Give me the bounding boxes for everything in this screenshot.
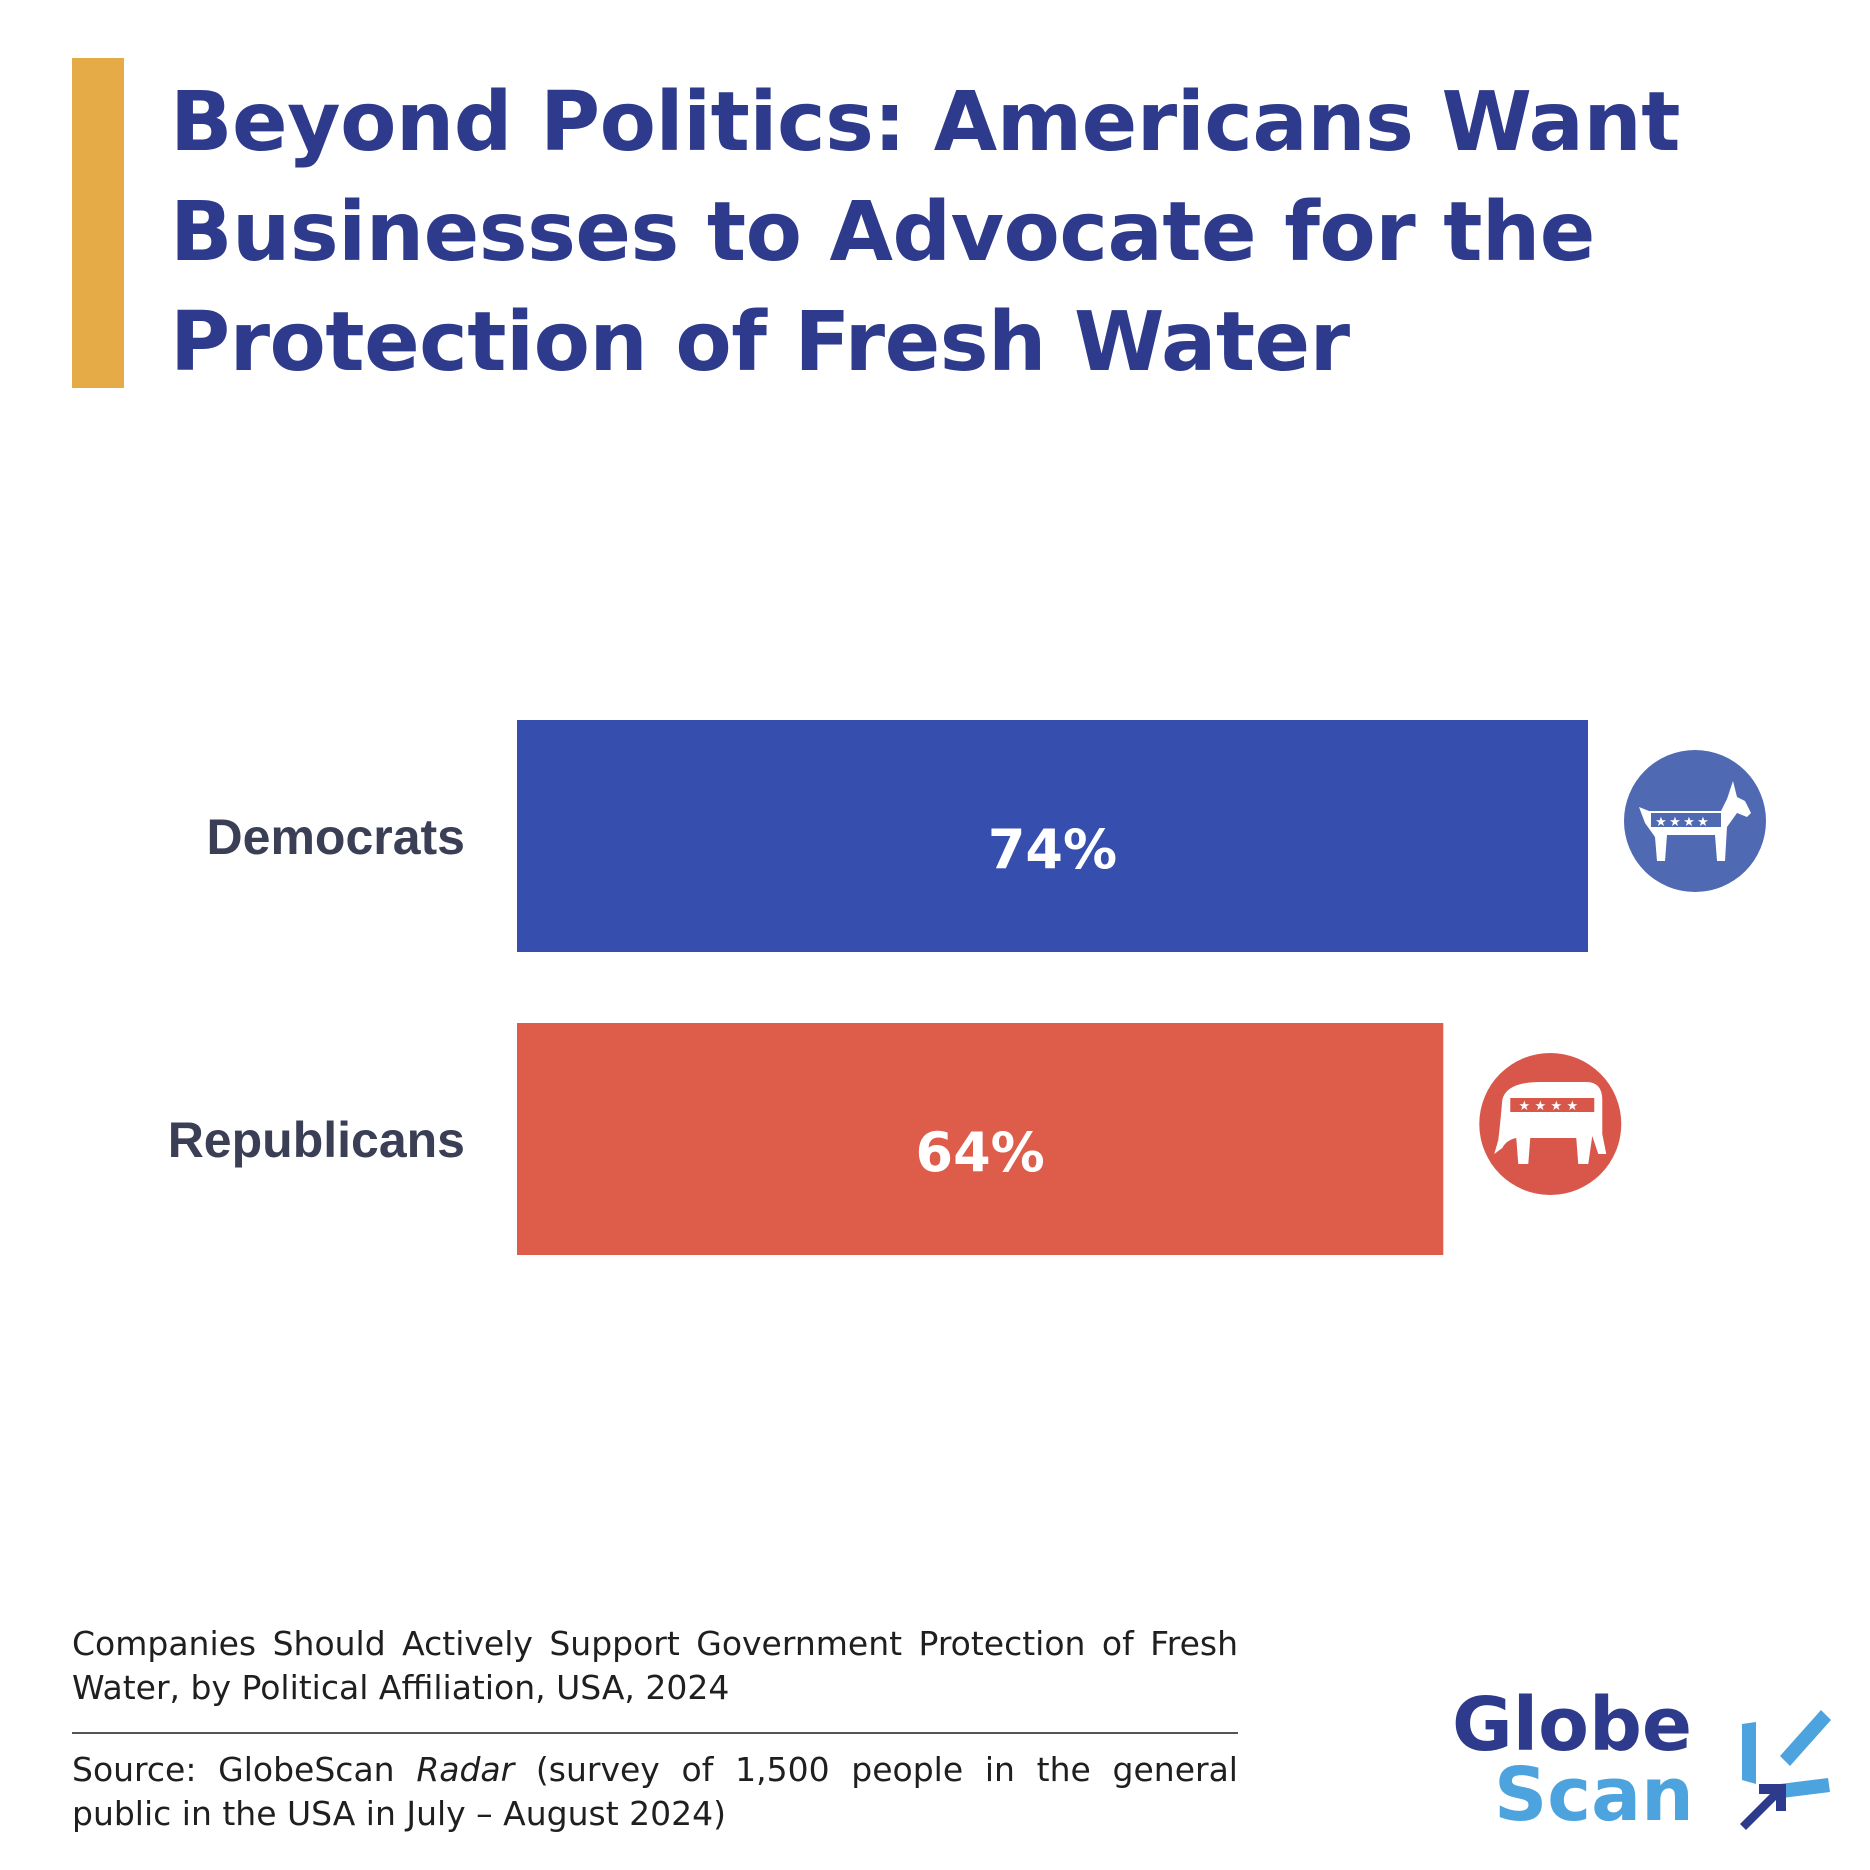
- footer-divider: [72, 1732, 1238, 1734]
- source-prefix: Source: GlobeScan: [72, 1750, 417, 1789]
- source-suffix: (survey of 1,500 people in the general p…: [72, 1750, 1238, 1833]
- title-line-1: Beyond Politics: Americans Want: [170, 75, 1680, 170]
- bar-democrats: [517, 720, 1588, 952]
- source-italic: Radar: [416, 1750, 515, 1789]
- title-line-3: Protection of Fresh Water: [170, 295, 1350, 390]
- globescan-logo: Globe Scan: [1452, 1682, 1831, 1838]
- accent-bar: [72, 58, 124, 388]
- svg-text:★: ★: [1669, 815, 1681, 830]
- logo-burst-icon: [1740, 1710, 1831, 1830]
- svg-text:★: ★: [1697, 815, 1709, 830]
- bar-republicans: [517, 1023, 1444, 1255]
- chart-title: Beyond Politics: Americans Want Business…: [170, 68, 1730, 398]
- republican-elephant-icon: ★ ★ ★ ★: [1479, 1053, 1622, 1195]
- democrat-donkey-icon: ★ ★ ★ ★: [1624, 750, 1766, 892]
- data-label-democrats: 74%: [988, 818, 1117, 881]
- svg-text:★: ★: [1534, 1099, 1546, 1114]
- logo-text-scan: Scan: [1494, 1752, 1694, 1838]
- chart-subtitle: Companies Should Actively Support Govern…: [72, 1624, 1238, 1707]
- svg-text:★: ★: [1550, 1099, 1562, 1114]
- svg-text:★: ★: [1683, 815, 1695, 830]
- category-label-republicans: Republicans: [168, 1112, 465, 1168]
- svg-text:★: ★: [1655, 815, 1667, 830]
- svg-text:★: ★: [1566, 1099, 1578, 1114]
- logo-text-globe: Globe: [1452, 1682, 1692, 1768]
- source-note: Source: GlobeScan Radar (survey of 1,500…: [72, 1748, 1238, 1836]
- svg-text:★: ★: [1518, 1099, 1530, 1114]
- data-label-republicans: 64%: [916, 1121, 1045, 1184]
- category-label-democrats: Democrats: [207, 809, 465, 865]
- title-line-2: Businesses to Advocate for the: [170, 185, 1595, 280]
